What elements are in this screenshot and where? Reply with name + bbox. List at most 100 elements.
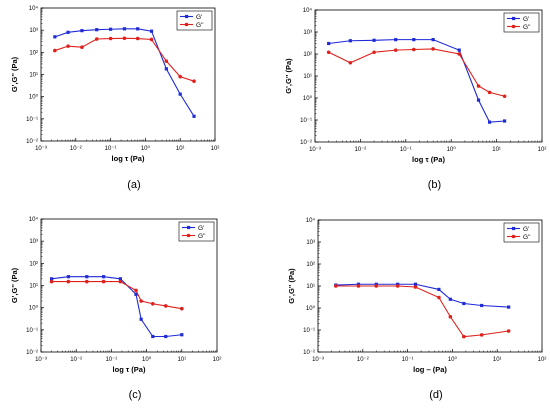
data-point-g-prime	[412, 38, 416, 42]
y-axis-label: G',G'' (Pa)	[284, 58, 293, 94]
data-point-g-double-prime	[437, 295, 441, 300]
data-point-g-prime	[437, 287, 441, 292]
chart-panel-3: 10⁻³ 10⁻² 10⁻¹ 10⁰ 10¹ 10²10⁻²10⁻¹10⁰10¹10²10…	[10, 216, 221, 401]
data-point-g-prime	[448, 297, 452, 301]
y-tick-label: 10⁰	[306, 305, 316, 312]
data-point-g-double-prime	[448, 314, 453, 319]
x-tick-label: 10²	[213, 357, 222, 363]
data-point-g-double-prime	[139, 299, 143, 303]
series-line-g-prime	[328, 39, 505, 123]
data-point-g-prime	[85, 275, 89, 279]
data-point-g-double-prime	[180, 306, 184, 311]
data-point-g-prime	[118, 277, 122, 281]
data-point-g-prime	[372, 38, 376, 42]
x-tick-label: 10⁰	[142, 356, 152, 363]
legend-box	[176, 10, 213, 31]
y-tick-label: 10⁻²	[303, 350, 315, 356]
data-point-g-double-prime	[395, 284, 400, 288]
legend-label: G''	[198, 233, 206, 240]
data-point-g-prime	[109, 27, 113, 31]
legend-label: G'	[523, 226, 529, 233]
data-point-g-prime	[192, 114, 196, 118]
data-point-g-double-prime	[487, 90, 492, 95]
data-point-g-double-prime	[53, 48, 57, 53]
data-point-g-double-prime	[66, 279, 71, 284]
x-tick-label: 10¹	[492, 147, 501, 153]
y-tick-label: 10⁰	[29, 94, 39, 101]
x-tick-label: 10¹	[493, 357, 502, 363]
data-point-g-double-prime	[334, 284, 338, 288]
y-tick-label: 10⁰	[29, 305, 39, 312]
legend-label: G''	[523, 234, 531, 241]
y-tick-label: 10¹	[29, 73, 38, 79]
data-point-g-double-prime	[326, 50, 331, 55]
series-line-g-double-prime	[51, 281, 182, 310]
data-point-g-prime	[95, 28, 99, 32]
data-point-g-prime	[149, 29, 154, 33]
legend-box	[503, 222, 540, 243]
data-point-g-double-prime	[101, 279, 106, 284]
y-tick-label: 10²	[29, 261, 38, 267]
panel-label: (b)	[428, 179, 441, 191]
data-point-g-prime	[413, 282, 418, 286]
data-point-g-prime	[80, 29, 84, 33]
y-axis-label: G',G'' (Pa)	[287, 268, 296, 304]
series-line-g-prime	[51, 276, 182, 338]
data-point-g-double-prime	[192, 79, 196, 83]
data-point-g-prime	[164, 334, 168, 339]
y-tick-label: 10²	[303, 52, 312, 58]
series-line-g-double-prime	[54, 37, 195, 82]
data-point-g-prime	[66, 275, 70, 279]
data-point-g-double-prime	[356, 284, 361, 288]
data-point-g-prime	[66, 30, 70, 34]
data-point-g-prime	[151, 334, 155, 339]
y-tick-label: 10⁻¹	[300, 118, 312, 124]
data-point-g-prime	[457, 48, 461, 52]
y-tick-label: 10⁻²	[26, 350, 38, 356]
data-point-g-double-prime	[94, 37, 99, 41]
x-tick-label: 10¹	[177, 357, 186, 363]
data-point-g-prime	[180, 333, 184, 337]
legend-marker	[511, 24, 516, 29]
data-point-g-prime	[53, 35, 57, 39]
legend-label: G'	[196, 14, 202, 21]
y-axis-label: G',G'' (Pa)	[10, 56, 19, 92]
legend-marker	[187, 225, 191, 230]
x-tick-label: 10²	[538, 357, 547, 363]
y-tick-label: 10³	[303, 30, 312, 36]
x-axis-label: log ‒ (Pa)	[413, 365, 447, 374]
legend-marker	[184, 22, 189, 27]
data-point-g-double-prime	[118, 279, 123, 284]
data-point-g-double-prime	[479, 333, 484, 337]
data-point-g-prime	[487, 120, 492, 124]
y-tick-label: 10¹	[303, 74, 312, 80]
y-tick-label: 10⁰	[303, 95, 313, 102]
data-point-g-double-prime	[49, 279, 54, 284]
data-point-g-double-prime	[431, 47, 435, 51]
data-point-g-prime	[101, 275, 106, 279]
data-point-g-double-prime	[476, 84, 481, 88]
chart-panel-4: 10⁻³ 10⁻² 10⁻¹ 10⁰ 10¹ 10²10⁻²10⁻¹10⁰10¹10²10…	[287, 217, 546, 401]
x-tick-label: 10⁻¹	[402, 357, 414, 363]
data-point-g-double-prime	[163, 304, 168, 308]
data-point-g-prime	[136, 27, 140, 31]
legend-marker	[512, 226, 516, 231]
legend-label: G'	[198, 225, 204, 232]
y-tick-label: 10¹	[29, 284, 38, 290]
data-point-g-prime	[476, 98, 481, 102]
legend-marker	[512, 16, 516, 21]
y-tick-label: 10⁻¹	[26, 117, 38, 123]
x-tick-label: 10⁻²	[70, 357, 82, 363]
data-point-g-prime	[327, 41, 331, 46]
y-tick-label: 10⁴	[29, 5, 39, 12]
x-tick-label: 10⁻²	[354, 147, 366, 153]
legend-marker	[511, 234, 516, 239]
x-tick-label: 10⁻¹	[105, 357, 117, 363]
data-point-g-double-prime	[135, 36, 140, 41]
series-line-g-double-prime	[328, 48, 505, 97]
data-point-g-double-prime	[393, 48, 398, 52]
series-line-g-prime	[54, 28, 195, 117]
data-point-g-prime	[139, 317, 143, 321]
data-point-g-double-prime	[122, 36, 127, 41]
